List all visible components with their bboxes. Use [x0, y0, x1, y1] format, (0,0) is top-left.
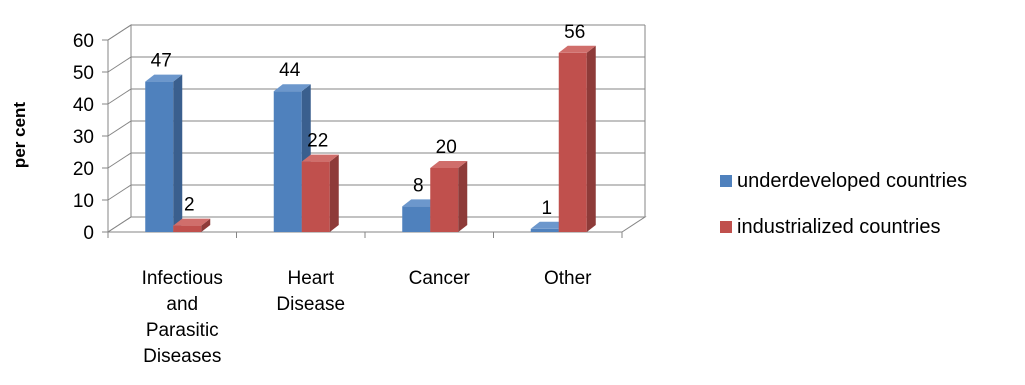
- bar-side: [458, 161, 468, 232]
- y-tick-label: 20: [73, 159, 94, 180]
- data-label: 44: [279, 60, 301, 81]
- y-tick-label: 40: [73, 95, 94, 116]
- data-label: 22: [307, 131, 328, 152]
- y-tick-label: 60: [73, 31, 94, 52]
- legend-label: industrialized countries: [737, 216, 940, 238]
- legend-label: underdeveloped countries: [737, 170, 967, 192]
- y-tick-label: 50: [73, 63, 94, 84]
- y-tick-label: 30: [73, 127, 94, 148]
- bar-top: [430, 161, 468, 168]
- bars: [145, 45, 596, 232]
- bar: [558, 45, 596, 232]
- data-label: 56: [564, 22, 585, 43]
- y-tick-label: 10: [73, 191, 94, 212]
- bar-top: [301, 154, 339, 162]
- data-label: 20: [436, 137, 457, 158]
- data-label: 8: [413, 175, 424, 196]
- y-axis-label: per cent: [10, 102, 29, 168]
- legend-swatch: [720, 175, 732, 187]
- y-axis-ticks: 0 10 20 30 40 50 60: [73, 31, 94, 244]
- gridline: [107, 88, 645, 105]
- legend: underdeveloped countries industrialized c…: [720, 170, 967, 238]
- data-label: 1: [541, 198, 552, 219]
- bar-front: [558, 52, 587, 232]
- category-labels: Infectious and Parasitic Diseases Heart Disea…: [142, 268, 593, 367]
- data-label: 2: [184, 195, 195, 216]
- bar-front: [173, 225, 202, 232]
- bar-front: [430, 168, 459, 232]
- gridline: [107, 56, 645, 73]
- bar-top: [402, 199, 440, 207]
- bar-side: [329, 154, 339, 232]
- bar-top: [530, 221, 568, 229]
- bar-side: [201, 218, 211, 232]
- category-label: Diseases: [143, 346, 221, 367]
- category-label: Cancer: [409, 268, 471, 289]
- data-labels: 47 2 44 22 8 20 1 56: [151, 22, 586, 219]
- category-label: and: [166, 294, 198, 315]
- legend-swatch: [720, 221, 732, 233]
- gridline: [107, 216, 645, 233]
- bar-front: [273, 91, 302, 232]
- category-label: Other: [544, 268, 592, 289]
- y-tick-label: 0: [83, 223, 94, 244]
- data-label: 47: [151, 51, 172, 72]
- bar: [301, 154, 339, 232]
- category-label: Disease: [276, 294, 345, 315]
- bar-top: [558, 45, 596, 53]
- bar-top: [173, 218, 211, 226]
- category-label: Heart: [288, 268, 335, 289]
- bar: [173, 218, 211, 232]
- bar-front: [145, 81, 174, 232]
- bar-side: [586, 45, 596, 232]
- bar-front: [402, 206, 431, 232]
- gridline: [107, 184, 645, 201]
- bar-front: [530, 228, 559, 232]
- category-label: Infectious: [142, 268, 223, 289]
- bar: [430, 161, 468, 232]
- gridlines: [102, 24, 645, 238]
- bar-side: [173, 74, 183, 232]
- gridline: [107, 24, 645, 41]
- bar-top: [145, 74, 183, 82]
- gridline: [107, 120, 645, 137]
- category-label: Parasitic: [146, 320, 219, 341]
- bar: [145, 74, 183, 232]
- gridline: [107, 152, 645, 169]
- bar-top: [273, 84, 311, 92]
- bar-front: [301, 161, 330, 232]
